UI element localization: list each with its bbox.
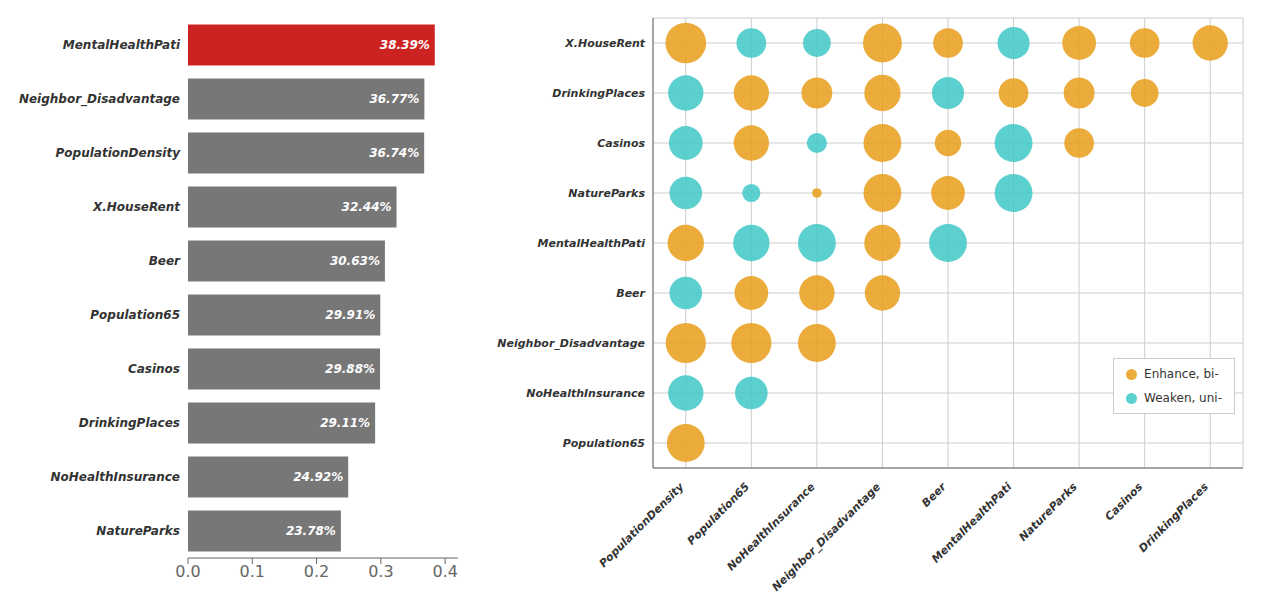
svg-text:29.88%: 29.88%: [325, 362, 375, 376]
svg-text:0.3: 0.3: [368, 562, 393, 581]
svg-text:NoHealthInsurance: NoHealthInsurance: [51, 470, 180, 484]
svg-text:23.78%: 23.78%: [286, 524, 336, 538]
svg-text:Beer: Beer: [616, 287, 645, 300]
svg-text:MentalHealthPati: MentalHealthPati: [929, 480, 1014, 565]
svg-text:NatureParks: NatureParks: [568, 187, 645, 200]
svg-text:X.HouseRent: X.HouseRent: [92, 200, 181, 214]
svg-text:Neighbor_Disadvantage: Neighbor_Disadvantage: [770, 480, 884, 594]
svg-text:DrinkingPlaces: DrinkingPlaces: [1136, 480, 1211, 555]
svg-text:Casinos: Casinos: [128, 362, 180, 376]
svg-text:29.91%: 29.91%: [325, 308, 375, 322]
svg-text:0.4: 0.4: [432, 562, 457, 581]
svg-text:NoHealthInsurance: NoHealthInsurance: [526, 387, 645, 400]
svg-text:Casinos: Casinos: [597, 137, 645, 150]
svg-text:36.74%: 36.74%: [369, 146, 419, 160]
svg-text:Population65: Population65: [90, 308, 180, 322]
svg-text:PopulationDensity: PopulationDensity: [56, 146, 182, 160]
svg-text:NoHealthInsurance: NoHealthInsurance: [724, 480, 818, 574]
svg-text:DrinkingPlaces: DrinkingPlaces: [79, 416, 180, 430]
svg-text:38.39%: 38.39%: [380, 38, 430, 52]
svg-text:0.1: 0.1: [240, 562, 265, 581]
svg-text:Population65: Population65: [685, 480, 753, 548]
svg-text:24.92%: 24.92%: [293, 470, 343, 484]
svg-text:MentalHealthPati: MentalHealthPati: [63, 38, 181, 52]
svg-text:Casinos: Casinos: [1102, 480, 1145, 523]
svg-text:NatureParks: NatureParks: [1016, 480, 1080, 544]
svg-text:MentalHealthPati: MentalHealthPati: [538, 237, 646, 250]
svg-text:Population65: Population65: [563, 437, 646, 450]
svg-text:NatureParks: NatureParks: [96, 524, 180, 538]
svg-text:Beer: Beer: [149, 254, 181, 268]
svg-text:Neighbor_Disadvantage: Neighbor_Disadvantage: [497, 337, 645, 350]
svg-text:0.2: 0.2: [304, 562, 329, 581]
svg-text:30.63%: 30.63%: [330, 254, 380, 268]
svg-text:PopulationDensity: PopulationDensity: [597, 480, 687, 570]
svg-text:Neighbor_Disadvantage: Neighbor_Disadvantage: [19, 92, 180, 107]
svg-text:X.HouseRent: X.HouseRent: [564, 37, 645, 50]
svg-text:29.11%: 29.11%: [320, 416, 370, 430]
svg-text:32.44%: 32.44%: [342, 200, 392, 214]
html-text:Weaken, uni-: Weaken, uni-: [1144, 391, 1222, 405]
svg-text:36.77%: 36.77%: [369, 92, 419, 106]
svg-text:0.0: 0.0: [175, 562, 200, 581]
svg-text:Beer: Beer: [919, 480, 949, 510]
html-text:Enhance, bi-: Enhance, bi-: [1144, 367, 1219, 381]
svg-text:DrinkingPlaces: DrinkingPlaces: [552, 87, 645, 100]
